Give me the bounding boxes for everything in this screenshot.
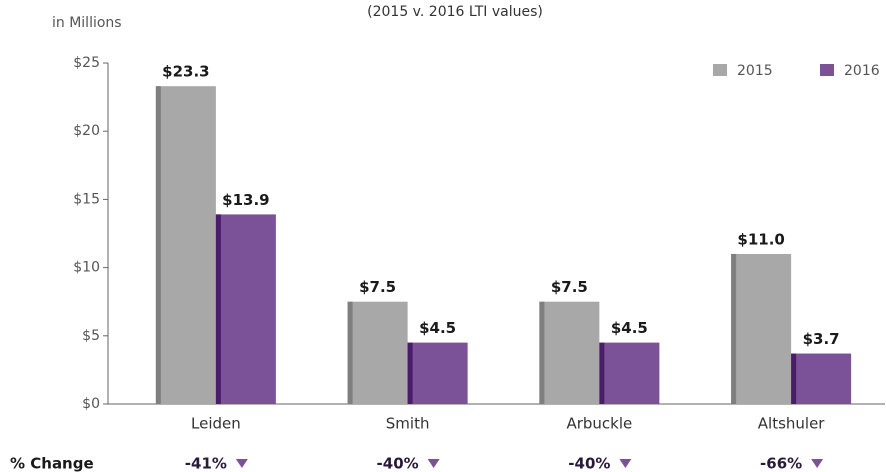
bar-edge bbox=[155, 86, 161, 405]
down-arrow bbox=[811, 459, 824, 468]
change-label: % Change bbox=[10, 455, 94, 472]
legend-label: 2016 bbox=[844, 63, 880, 79]
x-tick-label: Leiden bbox=[191, 415, 241, 433]
bar bbox=[155, 86, 216, 405]
y-tick-label: $10 bbox=[73, 260, 100, 276]
value-label: $11.0 bbox=[737, 230, 784, 248]
value-label: $23.3 bbox=[162, 63, 209, 81]
value-label: $4.5 bbox=[611, 319, 648, 337]
bar-edge bbox=[539, 301, 545, 404]
change-value: -40% bbox=[568, 455, 610, 472]
legend-swatch bbox=[713, 64, 727, 76]
down-arrow bbox=[619, 459, 632, 468]
change-value: -66% bbox=[760, 455, 802, 472]
chart-subtitle: (2015 v. 2016 LTI values) bbox=[367, 4, 543, 20]
bar bbox=[347, 301, 408, 404]
legend-swatch bbox=[820, 64, 834, 76]
x-tick-label: Altshuler bbox=[758, 415, 826, 433]
y-tick-label: $5 bbox=[82, 328, 100, 344]
bar bbox=[599, 342, 660, 404]
bar bbox=[539, 301, 600, 404]
bar-edge bbox=[731, 253, 737, 404]
value-label: $13.9 bbox=[222, 191, 269, 209]
x-tick-label: Smith bbox=[386, 415, 430, 433]
down-arrow bbox=[235, 459, 248, 468]
bar-edge bbox=[599, 342, 605, 404]
change-value: -40% bbox=[377, 455, 419, 472]
y-tick-label: $15 bbox=[73, 191, 100, 207]
value-label: $7.5 bbox=[359, 278, 396, 296]
bar bbox=[215, 214, 276, 404]
legend-label: 2015 bbox=[737, 63, 773, 79]
bar bbox=[731, 253, 792, 404]
value-label: $3.7 bbox=[803, 330, 840, 348]
bar-edge bbox=[347, 301, 353, 404]
bar-edge bbox=[407, 342, 413, 404]
y-tick-label: $0 bbox=[82, 396, 100, 412]
bar-edge bbox=[215, 214, 221, 404]
bar bbox=[791, 353, 852, 404]
x-tick-label: Arbuckle bbox=[566, 415, 632, 433]
down-arrow bbox=[427, 459, 440, 468]
value-label: $4.5 bbox=[419, 319, 456, 337]
bar bbox=[407, 342, 468, 404]
bar-edge bbox=[791, 353, 797, 404]
y-tick-label: $25 bbox=[73, 55, 100, 71]
value-label: $7.5 bbox=[551, 278, 588, 296]
change-value: -41% bbox=[185, 455, 227, 472]
y-tick-label: $20 bbox=[73, 123, 100, 139]
y-axis-label: in Millions bbox=[52, 15, 122, 31]
